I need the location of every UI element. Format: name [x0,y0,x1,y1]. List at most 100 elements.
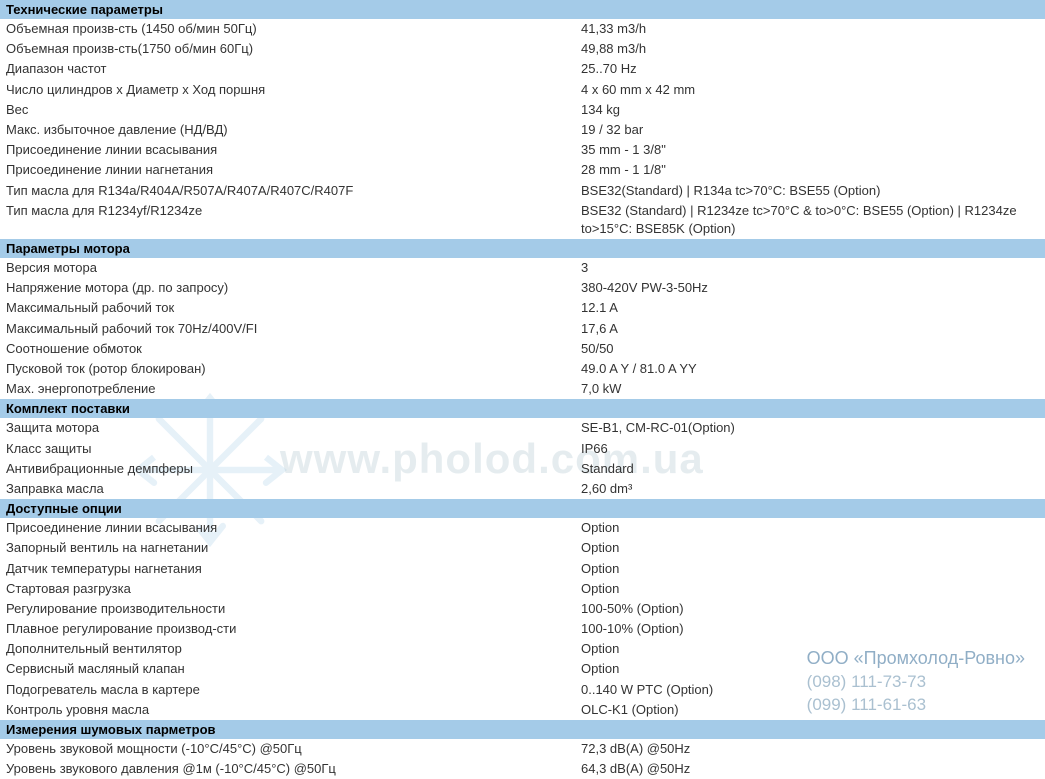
row-value: 2,60 dm³ [581,480,1039,498]
row-label: Соотношение обмоток [6,340,581,358]
row-value: Option [581,560,1039,578]
row-label: Объемная произв-сть (1450 об/мин 50Гц) [6,20,581,38]
row-value: 12.1 A [581,299,1039,317]
table-row: Максимальный рабочий ток 70Hz/400V/FI17,… [0,319,1045,339]
table-row: Мах. энергопотребление7,0 kW [0,379,1045,399]
table-row: Датчик температуры нагнетанияOption [0,559,1045,579]
row-label: Дополнительный вентилятор [6,640,581,658]
row-label: Уровень звуковой мощности (-10°C/45°C) @… [6,740,581,758]
table-row: Контроль уровня маслаOLC-K1 (Option) [0,700,1045,720]
row-value: 3 [581,259,1039,277]
row-label: Напряжение мотора (др. по запросу) [6,279,581,297]
row-value: 4 x 60 mm x 42 mm [581,81,1039,99]
table-row: Объемная произв-сть (1450 об/мин 50Гц)41… [0,19,1045,39]
table-row: Класс защитыIP66 [0,439,1045,459]
row-label: Число цилиндров x Диаметр x Ход поршня [6,81,581,99]
table-row: Присоединение линии нагнетания28 mm - 1 … [0,160,1045,180]
row-value: OLC-K1 (Option) [581,701,1039,719]
row-label: Антивибрационные демпферы [6,460,581,478]
table-row: Дополнительный вентиляторOption [0,639,1045,659]
row-value: 0..140 W PTC (Option) [581,681,1039,699]
table-row: Сервисный масляный клапанOption [0,659,1045,679]
row-label: Вес [6,101,581,119]
table-row: Плавное регулирование производ-сти100-10… [0,619,1045,639]
row-value: SE-B1, CM-RC-01(Option) [581,419,1039,437]
table-row: Регулирование производительности100-50% … [0,599,1045,619]
section-header: Доступные опции [0,499,1045,518]
row-value: 17,6 A [581,320,1039,338]
row-label: Запорный вентиль на нагнетании [6,539,581,557]
row-value: 49.0 A Y / 81.0 A YY [581,360,1039,378]
row-label: Диапазон частот [6,60,581,78]
table-row: Запорный вентиль на нагнетанииOption [0,538,1045,558]
row-value: Option [581,580,1039,598]
row-label: Датчик температуры нагнетания [6,560,581,578]
spec-table: Технические параметрыОбъемная произв-сть… [0,0,1045,779]
table-row: Заправка масла2,60 dm³ [0,479,1045,499]
row-label: Тип масла для R1234yf/R1234ze [6,202,581,238]
row-value: 100-10% (Option) [581,620,1039,638]
table-row: Антивибрационные демпферыStandard [0,459,1045,479]
table-row: Присоединение линии всасыванияOption [0,518,1045,538]
row-label: Присоединение линии нагнетания [6,161,581,179]
row-label: Присоединение линии всасывания [6,519,581,537]
row-label: Класс защиты [6,440,581,458]
row-value: 41,33 m3/h [581,20,1039,38]
row-label: Плавное регулирование производ-сти [6,620,581,638]
row-label: Заправка масла [6,480,581,498]
row-value: BSE32(Standard) | R134a tc>70°C: BSE55 (… [581,182,1039,200]
row-label: Максимальный рабочий ток [6,299,581,317]
row-label: Стартовая разгрузка [6,580,581,598]
row-value: 50/50 [581,340,1039,358]
table-row: Напряжение мотора (др. по запросу)380-42… [0,278,1045,298]
table-row: Стартовая разгрузкаOption [0,579,1045,599]
row-value: 25..70 Hz [581,60,1039,78]
table-row: Защита мотораSE-B1, CM-RC-01(Option) [0,418,1045,438]
row-value: Option [581,519,1039,537]
table-row: Объемная произв-сть(1750 об/мин 60Гц)49,… [0,39,1045,59]
table-row: Число цилиндров x Диаметр x Ход поршня4 … [0,80,1045,100]
row-label: Максимальный рабочий ток 70Hz/400V/FI [6,320,581,338]
row-value: Standard [581,460,1039,478]
table-row: Подогреватель масла в картере0..140 W PT… [0,680,1045,700]
row-label: Уровень звукового давления @1м (-10°C/45… [6,760,581,778]
section-header: Параметры мотора [0,239,1045,258]
row-label: Контроль уровня масла [6,701,581,719]
table-row: Тип масла для R1234yf/R1234zeBSE32 (Stan… [0,201,1045,239]
table-row: Уровень звуковой мощности (-10°C/45°C) @… [0,739,1045,759]
section-header: Комплект поставки [0,399,1045,418]
row-value: 35 mm - 1 3/8" [581,141,1039,159]
row-value: 49,88 m3/h [581,40,1039,58]
row-label: Регулирование производительности [6,600,581,618]
row-label: Тип масла для R134a/R404A/R507A/R407A/R4… [6,182,581,200]
table-row: Версия мотора3 [0,258,1045,278]
row-label: Объемная произв-сть(1750 об/мин 60Гц) [6,40,581,58]
table-row: Вес134 kg [0,100,1045,120]
row-label: Защита мотора [6,419,581,437]
row-value: 19 / 32 bar [581,121,1039,139]
row-value: 72,3 dB(A) @50Hz [581,740,1039,758]
table-row: Соотношение обмоток50/50 [0,339,1045,359]
table-row: Уровень звукового давления @1м (-10°C/45… [0,759,1045,779]
row-value: IP66 [581,440,1039,458]
row-value: 7,0 kW [581,380,1039,398]
table-row: Пусковой ток (ротор блокирован)49.0 A Y … [0,359,1045,379]
table-row: Макс. избыточное давление (НД/ВД)19 / 32… [0,120,1045,140]
row-value: 64,3 dB(A) @50Hz [581,760,1039,778]
table-row: Тип масла для R134a/R404A/R507A/R407A/R4… [0,181,1045,201]
row-label: Сервисный масляный клапан [6,660,581,678]
row-label: Пусковой ток (ротор блокирован) [6,360,581,378]
row-label: Версия мотора [6,259,581,277]
row-value: Option [581,660,1039,678]
row-value: 28 mm - 1 1/8" [581,161,1039,179]
row-value: BSE32 (Standard) | R1234ze tc>70°C & to>… [581,202,1039,238]
table-row: Диапазон частот25..70 Hz [0,59,1045,79]
section-header: Технические параметры [0,0,1045,19]
row-value: 380-420V PW-3-50Hz [581,279,1039,297]
table-row: Максимальный рабочий ток12.1 A [0,298,1045,318]
table-row: Присоединение линии всасывания35 mm - 1 … [0,140,1045,160]
row-label: Присоединение линии всасывания [6,141,581,159]
section-header: Измерения шумовых парметров [0,720,1045,739]
row-label: Мах. энергопотребление [6,380,581,398]
row-value: 100-50% (Option) [581,600,1039,618]
